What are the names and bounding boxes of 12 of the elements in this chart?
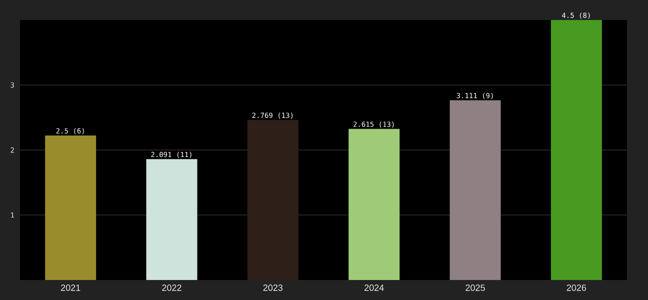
bar <box>348 128 400 280</box>
x-tick-label: 2025 <box>466 284 485 291</box>
x-tick-label: 2026 <box>566 284 586 291</box>
bar <box>550 20 602 280</box>
bar <box>247 120 298 280</box>
bar <box>146 159 198 280</box>
x-tick-label: 2021 <box>61 284 80 291</box>
x-tick-label: 2024 <box>364 284 384 291</box>
x-tick-label: 2023 <box>263 284 283 291</box>
bar <box>450 100 501 280</box>
bar <box>45 136 96 280</box>
x-tick-label: 2022 <box>162 284 182 291</box>
